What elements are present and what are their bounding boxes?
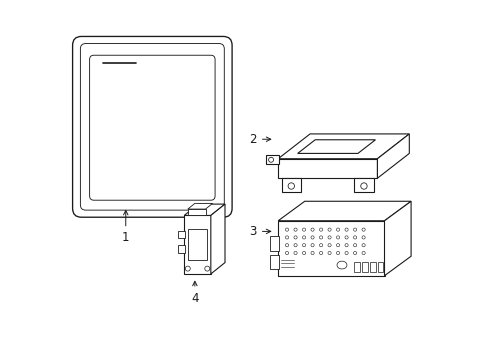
Bar [270, 236, 279, 251]
Circle shape [361, 236, 365, 239]
Circle shape [336, 251, 339, 255]
Circle shape [302, 236, 305, 239]
Circle shape [353, 228, 356, 231]
Polygon shape [384, 201, 410, 276]
Circle shape [268, 157, 273, 162]
Bar [362, 261, 367, 272]
Circle shape [336, 236, 339, 239]
Circle shape [336, 244, 339, 247]
Polygon shape [278, 221, 384, 276]
Circle shape [310, 251, 313, 255]
Circle shape [293, 244, 297, 247]
Circle shape [361, 228, 365, 231]
Polygon shape [278, 134, 408, 159]
Circle shape [319, 236, 322, 239]
Circle shape [344, 228, 347, 231]
Circle shape [285, 228, 288, 231]
Bar [187, 229, 207, 260]
Bar [265, 155, 279, 164]
Text: 1: 1 [122, 211, 129, 244]
Bar [354, 261, 359, 272]
Circle shape [319, 228, 322, 231]
Circle shape [310, 228, 313, 231]
Circle shape [285, 251, 288, 255]
Circle shape [285, 244, 288, 247]
Circle shape [353, 236, 356, 239]
Polygon shape [297, 140, 375, 153]
Polygon shape [278, 201, 410, 221]
Circle shape [293, 236, 297, 239]
Circle shape [302, 244, 305, 247]
Circle shape [310, 236, 313, 239]
Circle shape [285, 236, 288, 239]
Circle shape [293, 228, 297, 231]
Circle shape [327, 244, 330, 247]
Polygon shape [184, 215, 210, 274]
Circle shape [319, 244, 322, 247]
Polygon shape [278, 159, 377, 178]
Circle shape [302, 228, 305, 231]
Polygon shape [354, 178, 373, 192]
FancyBboxPatch shape [89, 55, 215, 200]
Circle shape [319, 251, 322, 255]
Circle shape [327, 236, 330, 239]
Circle shape [293, 251, 297, 255]
FancyBboxPatch shape [72, 36, 232, 217]
Circle shape [204, 266, 209, 271]
Bar [270, 255, 279, 269]
Circle shape [327, 228, 330, 231]
Circle shape [336, 228, 339, 231]
Text: 2: 2 [249, 133, 270, 146]
Circle shape [344, 244, 347, 247]
Circle shape [361, 244, 365, 247]
Circle shape [287, 183, 294, 189]
Circle shape [344, 236, 347, 239]
Circle shape [344, 251, 347, 255]
Bar [377, 261, 383, 272]
Bar [178, 245, 184, 253]
Circle shape [310, 244, 313, 247]
Polygon shape [184, 204, 224, 215]
Text: 4: 4 [191, 281, 198, 305]
Text: 3: 3 [249, 225, 270, 238]
Circle shape [353, 244, 356, 247]
Circle shape [302, 251, 305, 255]
Bar [369, 261, 375, 272]
Circle shape [353, 251, 356, 255]
Circle shape [360, 183, 366, 189]
Bar [187, 209, 205, 215]
Polygon shape [210, 204, 224, 274]
Polygon shape [187, 203, 212, 209]
Ellipse shape [336, 261, 346, 269]
Bar [178, 231, 184, 238]
Polygon shape [281, 178, 301, 192]
Circle shape [185, 266, 190, 271]
Circle shape [361, 251, 365, 255]
Circle shape [327, 251, 330, 255]
Polygon shape [377, 134, 408, 178]
FancyBboxPatch shape [80, 44, 224, 210]
